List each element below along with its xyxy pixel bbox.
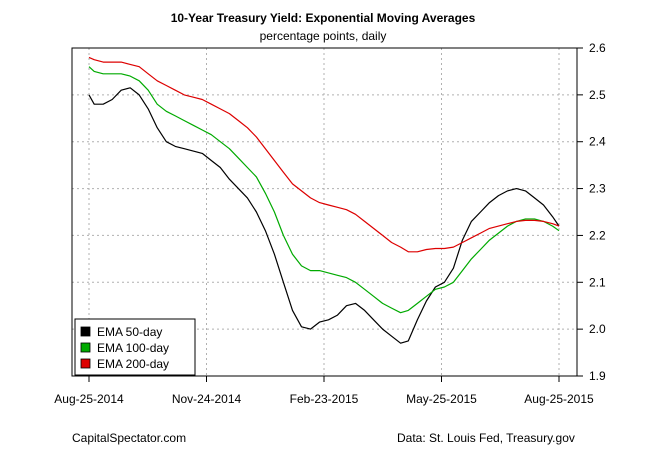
y-tick-label: 2.1: [589, 275, 606, 289]
footer-data-credit: Data: St. Louis Fed, Treasury.gov: [397, 431, 575, 445]
y-tick-label: 1.9: [589, 369, 606, 383]
y-tick-label: 2.3: [589, 182, 606, 196]
legend-swatch-ema-50-day: [80, 326, 91, 337]
legend-box: [74, 318, 196, 376]
legend-swatch-ema-200-day: [80, 358, 91, 369]
y-tick-label: 2.5: [589, 88, 606, 102]
x-tick-label: Feb-23-2015: [290, 392, 359, 406]
chart-title: 10-Year Treasury Yield: Exponential Movi…: [171, 11, 476, 25]
legend-label-ema-200-day: EMA 200-day: [97, 357, 169, 371]
y-axis: 1.9 2.0 2.1 2.2 2.3 2.4 2.5 2.6: [577, 41, 606, 383]
x-axis: Aug-25-2014 Nov-24-2014 Feb-23-2015 May-25-…: [54, 376, 594, 406]
x-tick-label: May-25-2015: [406, 392, 477, 406]
series-line-ema-50-day: [88, 87, 560, 344]
legend-swatch-ema-100-day: [80, 342, 91, 353]
legend: EMA 50-day EMA 100-day EMA 200-day: [74, 318, 196, 376]
y-tick-label: 2.6: [589, 41, 606, 55]
x-tick-label: Aug-25-2014: [54, 392, 124, 406]
x-tick-label: Nov-24-2014: [172, 392, 242, 406]
footer-source-site: CapitalSpectator.com: [72, 431, 187, 445]
y-tick-label: 2.0: [589, 322, 606, 336]
legend-label-ema-100-day: EMA 100-day: [97, 341, 169, 355]
y-tick-label: 2.4: [589, 135, 606, 149]
chart-subtitle: percentage points, daily: [260, 29, 387, 43]
series-lines: [88, 56, 560, 344]
x-tick-label: Aug-25-2015: [524, 392, 594, 406]
series-line-ema-200-day: [88, 56, 560, 253]
y-tick-label: 2.2: [589, 228, 606, 242]
series-line-ema-100-day: [88, 66, 560, 314]
legend-label-ema-50-day: EMA 50-day: [97, 325, 162, 339]
